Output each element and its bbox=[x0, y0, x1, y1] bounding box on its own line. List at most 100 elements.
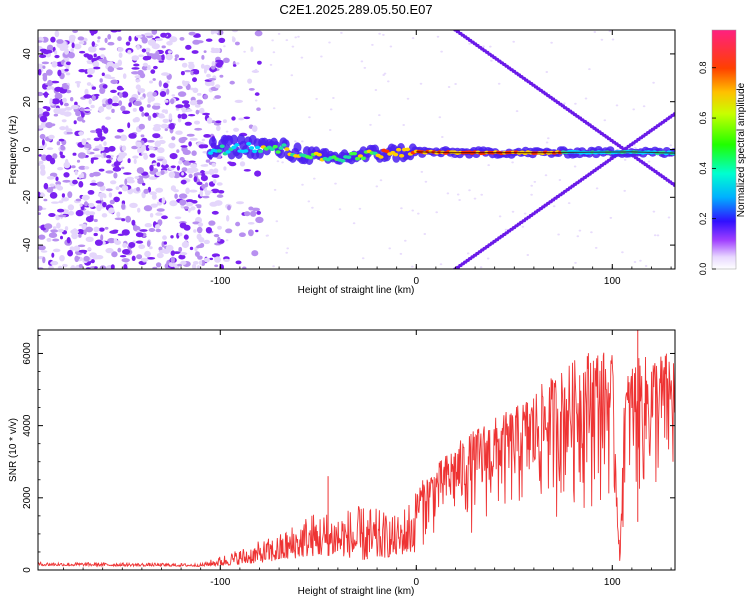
noise-speckle bbox=[183, 103, 190, 108]
faint-speckle bbox=[644, 265, 648, 267]
noise-speckle bbox=[152, 266, 158, 269]
noise-speckle bbox=[54, 86, 63, 92]
noise-speckle bbox=[56, 141, 61, 146]
faint-speckle bbox=[276, 160, 280, 163]
noise-speckle bbox=[186, 133, 195, 137]
faint-speckle bbox=[272, 265, 275, 268]
noise-speckle bbox=[110, 89, 117, 93]
noise-speckle bbox=[213, 168, 219, 174]
noise-speckle bbox=[62, 263, 68, 268]
noise-speckle bbox=[123, 264, 128, 269]
noise-speckle bbox=[184, 121, 192, 126]
noise-speckle bbox=[193, 34, 201, 38]
noise-speckle bbox=[192, 39, 201, 45]
noise-speckle bbox=[70, 48, 74, 52]
faint-speckle bbox=[621, 251, 624, 254]
faint-speckle bbox=[308, 116, 311, 119]
noise-speckle bbox=[166, 80, 170, 84]
noise-speckle bbox=[235, 221, 241, 227]
noise-speckle bbox=[99, 136, 106, 141]
noise-speckle bbox=[42, 256, 46, 264]
noise-speckle bbox=[107, 237, 116, 244]
noise-speckle bbox=[57, 265, 63, 269]
noise-speckle bbox=[140, 134, 145, 138]
faint-speckle bbox=[456, 193, 460, 196]
noise-speckle bbox=[181, 172, 185, 176]
noise-speckle bbox=[168, 142, 176, 149]
noise-speckle bbox=[38, 40, 43, 43]
faint-speckle bbox=[387, 80, 390, 83]
noise-speckle bbox=[39, 193, 46, 198]
noise-speckle bbox=[199, 107, 205, 114]
noise-speckle bbox=[200, 175, 208, 182]
noise-speckle bbox=[219, 74, 224, 78]
noise-speckle bbox=[125, 41, 131, 46]
noise-speckle bbox=[144, 250, 151, 258]
noise-speckle bbox=[179, 37, 185, 41]
noise-speckle bbox=[43, 198, 48, 202]
noise-speckle bbox=[143, 205, 153, 212]
noise-speckle bbox=[89, 172, 95, 178]
noise-speckle bbox=[149, 147, 156, 151]
noise-speckle bbox=[121, 91, 129, 98]
noise-speckle bbox=[57, 69, 62, 77]
faint-speckle bbox=[369, 123, 372, 126]
noise-speckle bbox=[101, 213, 108, 218]
noise-speckle bbox=[112, 229, 119, 233]
faint-speckle bbox=[497, 82, 501, 85]
noise-speckle bbox=[78, 165, 87, 170]
noise-speckle bbox=[94, 266, 98, 269]
noise-speckle bbox=[162, 235, 167, 240]
noise-speckle bbox=[131, 145, 139, 150]
noise-speckle bbox=[184, 69, 192, 73]
noise-speckle bbox=[142, 182, 146, 186]
noise-speckle bbox=[256, 210, 262, 215]
noise-speckle bbox=[223, 57, 230, 63]
noise-speckle bbox=[63, 161, 71, 169]
noise-speckle bbox=[216, 182, 223, 186]
noise-speckle bbox=[228, 161, 237, 167]
faint-speckle bbox=[294, 36, 298, 39]
noise-speckle bbox=[116, 211, 121, 218]
noise-speckle bbox=[67, 249, 73, 257]
noise-speckle bbox=[127, 158, 131, 164]
noise-speckle bbox=[191, 50, 199, 54]
noise-speckle bbox=[124, 178, 128, 186]
noise-speckle bbox=[251, 207, 260, 212]
noise-speckle bbox=[247, 222, 255, 225]
noise-speckle bbox=[103, 195, 107, 199]
noise-speckle bbox=[86, 137, 91, 141]
noise-speckle bbox=[38, 125, 44, 129]
spectrogram-ylabel: Frequency (Hz) bbox=[8, 116, 19, 185]
band-core-blob bbox=[216, 149, 222, 153]
noise-speckle bbox=[166, 41, 173, 46]
noise-speckle bbox=[174, 193, 178, 199]
noise-speckle bbox=[199, 190, 204, 197]
noise-speckle bbox=[131, 55, 140, 61]
noise-speckle bbox=[194, 172, 202, 176]
noise-speckle bbox=[100, 54, 105, 59]
noise-speckle bbox=[41, 139, 45, 146]
noise-speckle bbox=[142, 62, 148, 67]
noise-speckle bbox=[232, 64, 237, 67]
noise-speckle bbox=[98, 58, 103, 62]
noise-speckle bbox=[192, 77, 197, 83]
noise-speckle bbox=[133, 101, 142, 106]
faint-speckle bbox=[447, 86, 451, 88]
band-core-blob bbox=[346, 155, 352, 159]
noise-speckle bbox=[105, 247, 114, 254]
noise-speckle bbox=[162, 158, 168, 166]
noise-speckle bbox=[139, 106, 144, 112]
noise-speckle bbox=[48, 134, 55, 140]
noise-speckle bbox=[106, 159, 112, 164]
noise-speckle bbox=[183, 206, 189, 210]
faint-speckle bbox=[225, 239, 229, 242]
noise-speckle bbox=[62, 179, 71, 183]
noise-speckle bbox=[42, 111, 50, 117]
noise-speckle bbox=[174, 57, 178, 62]
noise-speckle bbox=[144, 223, 152, 228]
noise-speckle bbox=[177, 91, 187, 97]
noise-speckle bbox=[214, 256, 221, 263]
faint-speckle bbox=[285, 39, 289, 42]
